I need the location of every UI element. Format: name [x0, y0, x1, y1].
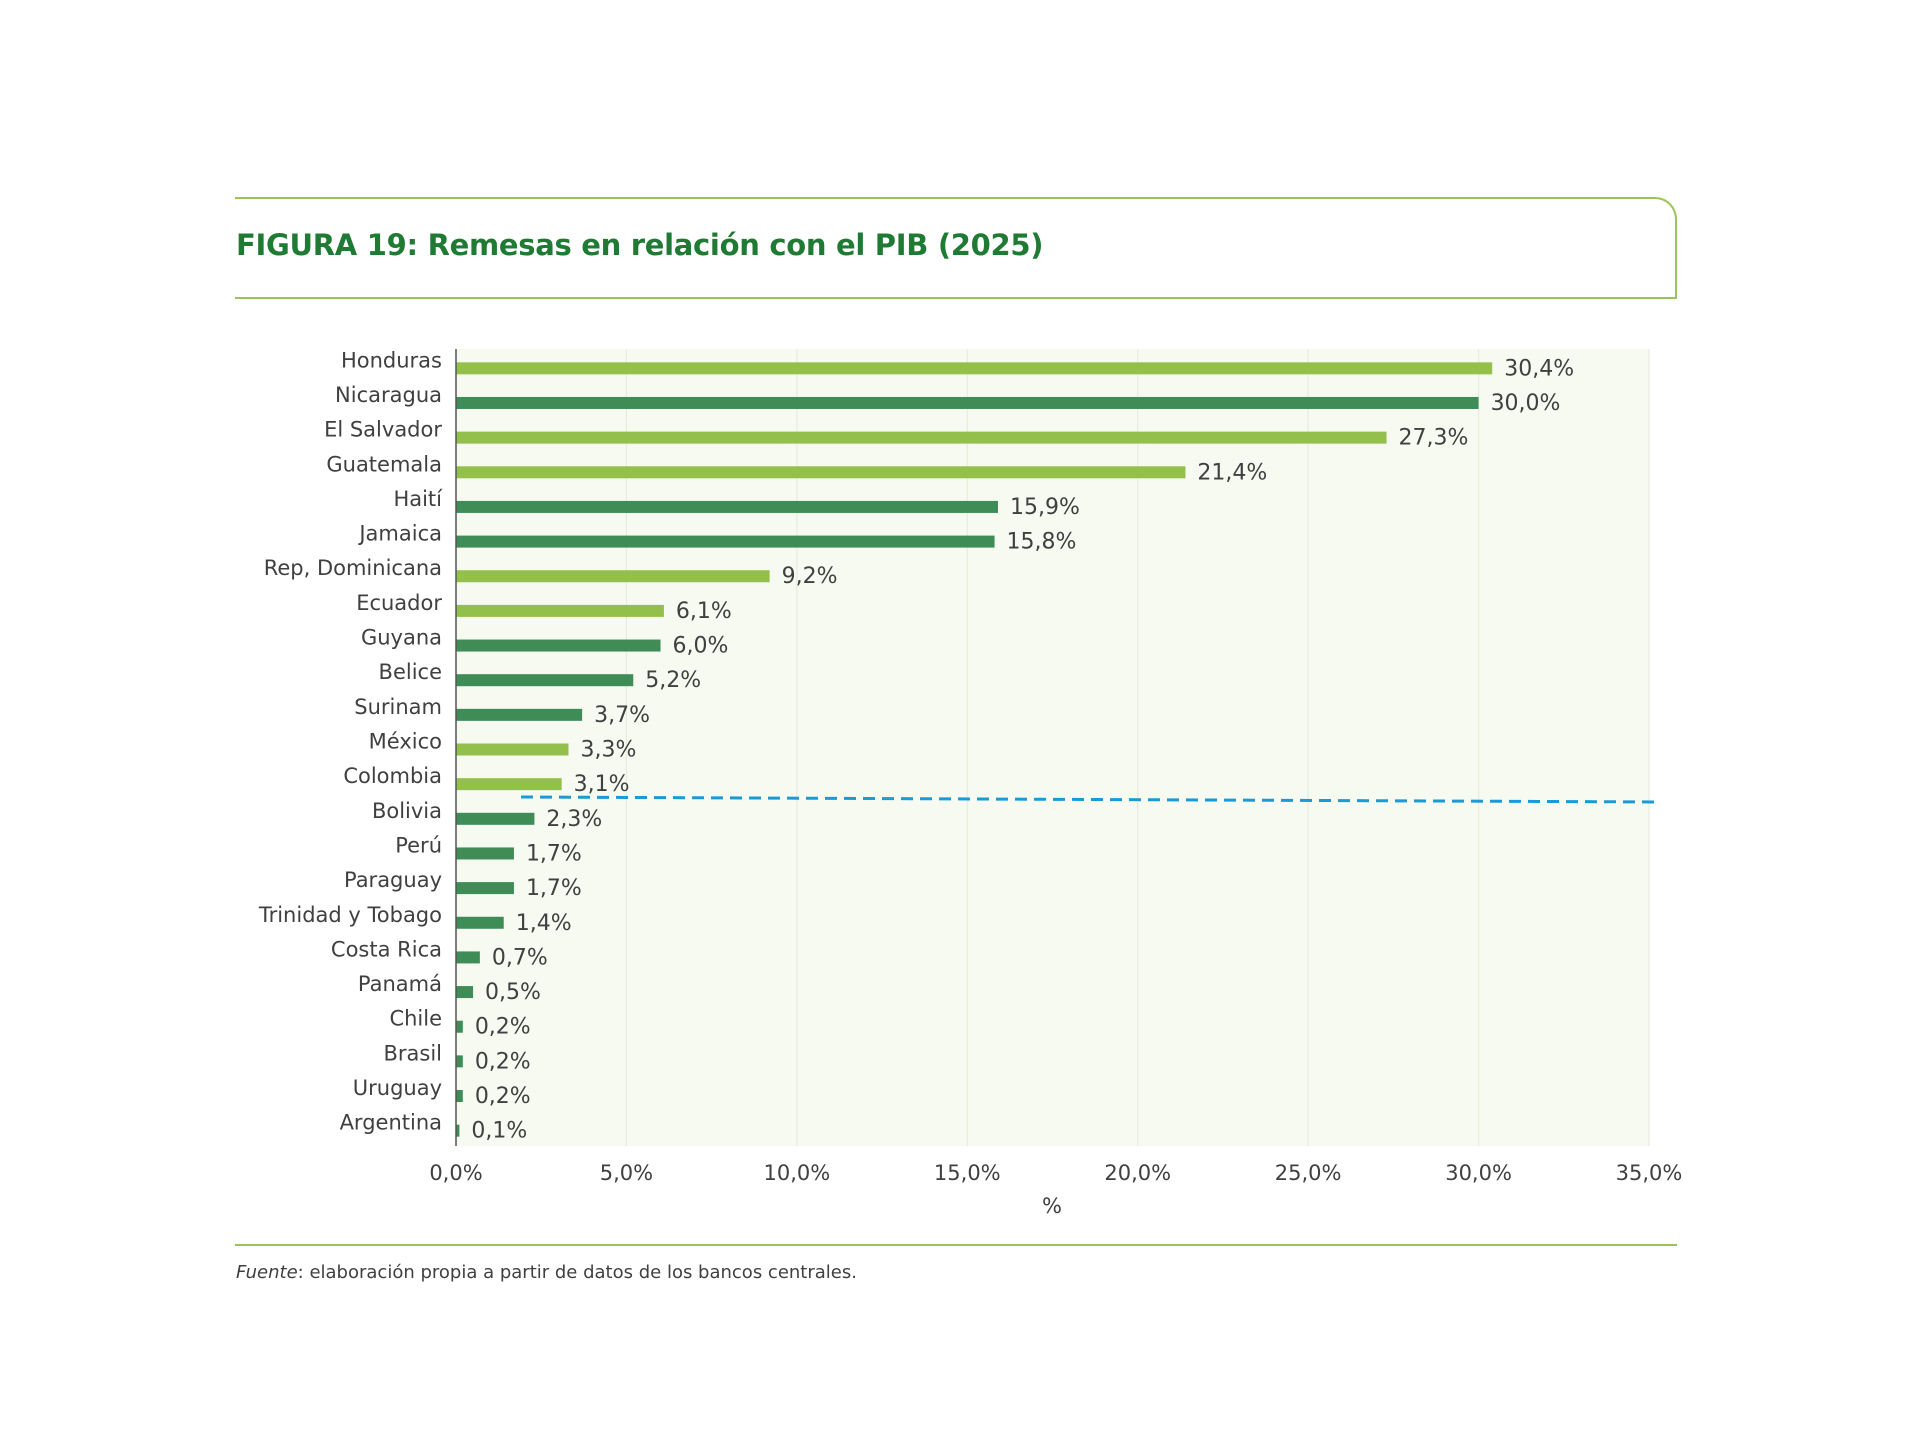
category-label: Chile: [389, 1007, 442, 1031]
x-tick-label: 0,0%: [429, 1161, 482, 1185]
data-label: 2,3%: [546, 807, 602, 832]
data-label: 30,4%: [1504, 356, 1574, 381]
bar: [456, 466, 1186, 479]
data-label: 21,4%: [1197, 460, 1267, 485]
bar: [456, 674, 634, 687]
category-label: Haití: [393, 487, 443, 511]
category-label: Brasil: [383, 1041, 442, 1065]
category-label: Paraguay: [344, 868, 442, 892]
bar: [456, 847, 514, 860]
category-label: Belice: [379, 660, 442, 684]
x-tick-label: 20,0%: [1104, 1161, 1171, 1185]
data-label: 0,7%: [492, 945, 548, 970]
data-label: 1,4%: [516, 911, 572, 936]
bar: [456, 916, 504, 929]
data-label: 0,5%: [485, 980, 541, 1005]
category-label: Trinidad y Tobago: [258, 903, 442, 927]
figure-title: FIGURA 19: Remesas en relación con el PI…: [236, 228, 1044, 262]
data-label: 6,1%: [676, 599, 732, 624]
category-label: Costa Rica: [331, 937, 442, 961]
data-label: 1,7%: [526, 841, 582, 866]
data-label: 3,1%: [574, 772, 630, 797]
bar: [456, 778, 562, 791]
category-label: Bolivia: [372, 799, 442, 823]
bar: [456, 431, 1387, 444]
data-label: 27,3%: [1399, 426, 1469, 451]
source-label: Fuente: [236, 1262, 298, 1283]
x-tick-label: 25,0%: [1275, 1161, 1342, 1185]
category-label: México: [369, 730, 442, 754]
category-label: Jamaica: [357, 522, 442, 546]
category-label: Guatemala: [326, 452, 442, 476]
data-label: 5,2%: [645, 668, 701, 693]
bar: [456, 1055, 463, 1068]
data-label: 30,0%: [1491, 391, 1561, 416]
bar: [456, 1090, 463, 1103]
data-label: 6,0%: [673, 634, 729, 659]
source-text: : elaboración propia a partir de datos d…: [297, 1262, 857, 1283]
source-note: Fuente: elaboración propia a partir de d…: [236, 1262, 857, 1283]
x-tick-label: 10,0%: [763, 1161, 830, 1185]
title-frame: [235, 197, 1677, 299]
category-label: Argentina: [340, 1111, 442, 1135]
bar: [456, 362, 1493, 375]
x-tick-label: 5,0%: [600, 1161, 653, 1185]
data-label: 0,1%: [471, 1119, 527, 1144]
category-label: Nicaragua: [335, 383, 442, 407]
bar: [456, 570, 770, 583]
data-label: 0,2%: [475, 1049, 531, 1074]
data-label: 3,3%: [580, 738, 636, 763]
category-label: Honduras: [341, 348, 442, 372]
data-label: 15,8%: [1007, 530, 1077, 555]
bar: [456, 708, 583, 721]
bar: [456, 500, 998, 513]
bar: [456, 882, 514, 895]
data-label: 0,2%: [475, 1015, 531, 1040]
bar: [456, 951, 480, 964]
category-label: Panamá: [358, 972, 442, 996]
x-tick-label: 15,0%: [934, 1161, 1001, 1185]
bar: [456, 812, 535, 825]
category-label: El Salvador: [324, 418, 442, 442]
bottom-rule: [235, 1244, 1677, 1246]
category-label: Uruguay: [353, 1076, 442, 1100]
data-label: 9,2%: [782, 564, 838, 589]
bar: [456, 986, 474, 999]
category-label: Guyana: [361, 626, 442, 650]
x-tick-label: 30,0%: [1445, 1161, 1512, 1185]
data-label: 0,2%: [475, 1084, 531, 1109]
bar: [456, 1124, 460, 1137]
bar: [456, 639, 661, 652]
bar: [456, 1020, 463, 1033]
category-label: Perú: [395, 833, 442, 857]
data-label: 3,7%: [594, 703, 650, 728]
x-axis-label: %: [1042, 1194, 1062, 1218]
x-tick-label: 35,0%: [1616, 1161, 1683, 1185]
plot-background: [456, 349, 1649, 1146]
data-label: 15,9%: [1010, 495, 1080, 520]
bar: [456, 535, 995, 548]
bar: [456, 604, 664, 617]
category-label: Colombia: [343, 764, 442, 788]
category-label: Rep, Dominicana: [264, 556, 442, 580]
bar: [456, 396, 1479, 409]
data-label: 1,7%: [526, 876, 582, 901]
category-label: Surinam: [354, 695, 442, 719]
category-label: Ecuador: [356, 591, 442, 615]
bar: [456, 743, 569, 756]
